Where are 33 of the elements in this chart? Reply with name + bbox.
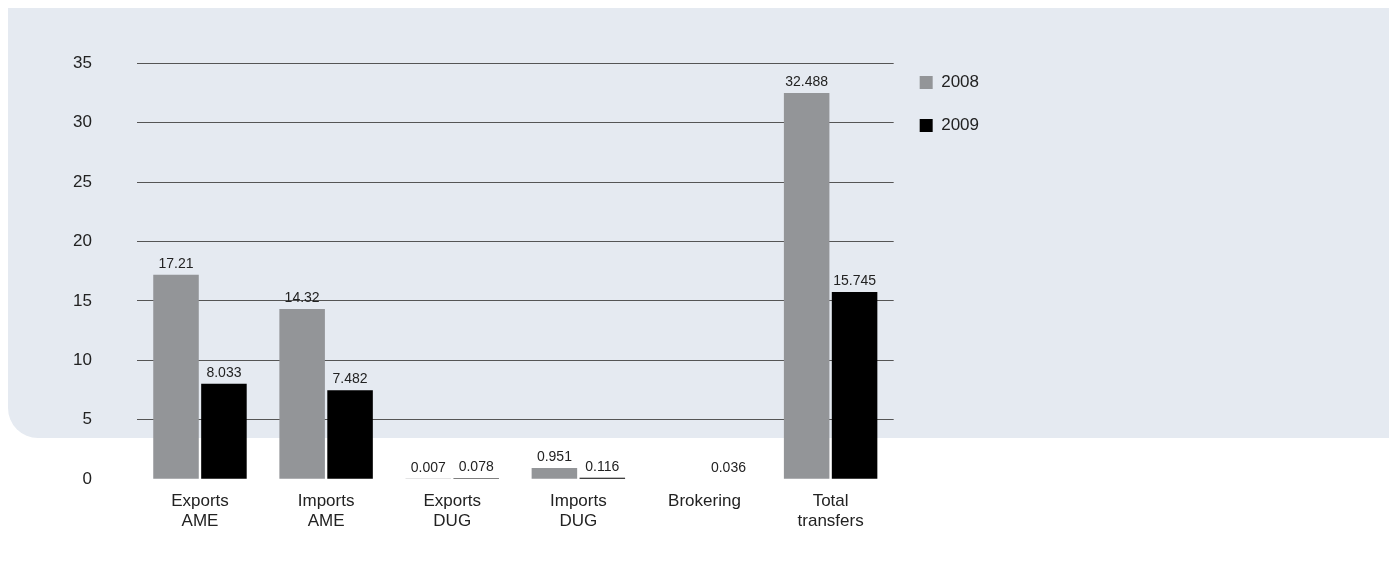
data-label: 0.036	[710, 458, 747, 475]
data-label: 7.482	[332, 370, 368, 387]
data-label: 0.078	[458, 458, 494, 475]
y-tick-label: 35	[72, 52, 92, 72]
x-tick-label: Brokering	[668, 491, 741, 511]
data-label: 32.488	[785, 72, 829, 89]
y-tick-label: 25	[72, 171, 92, 191]
bar	[531, 467, 578, 479]
bar	[831, 292, 878, 479]
data-label: 8.033	[206, 363, 242, 380]
data-label: 15.745	[833, 271, 877, 288]
bar	[201, 383, 247, 479]
y-tick-label: 5	[82, 409, 92, 429]
y-tick-label: 0	[82, 468, 92, 488]
data-label: 0.116	[585, 457, 620, 474]
data-label: 0.007	[410, 458, 446, 475]
y-tick-label: 10	[72, 350, 92, 370]
x-tick-label: Imports AME	[297, 491, 355, 531]
legend-label: 2008	[941, 72, 980, 92]
x-tick-label: Total transfers	[797, 491, 864, 531]
x-tick-label: Exports DUG	[423, 491, 482, 531]
legend-label: 2009	[941, 115, 980, 135]
y-tick-label: 30	[72, 112, 92, 132]
x-tick-label: Imports DUG	[550, 491, 607, 531]
bar	[279, 309, 325, 479]
bar	[783, 93, 830, 479]
x-tick-label: Exports AME	[171, 491, 229, 531]
y-tick-label: 15	[72, 290, 92, 310]
bar	[327, 390, 373, 479]
data-label: 17.21	[158, 254, 194, 271]
bar	[153, 274, 199, 479]
y-tick-label: 20	[72, 231, 92, 251]
data-label: 0.951	[536, 447, 573, 464]
